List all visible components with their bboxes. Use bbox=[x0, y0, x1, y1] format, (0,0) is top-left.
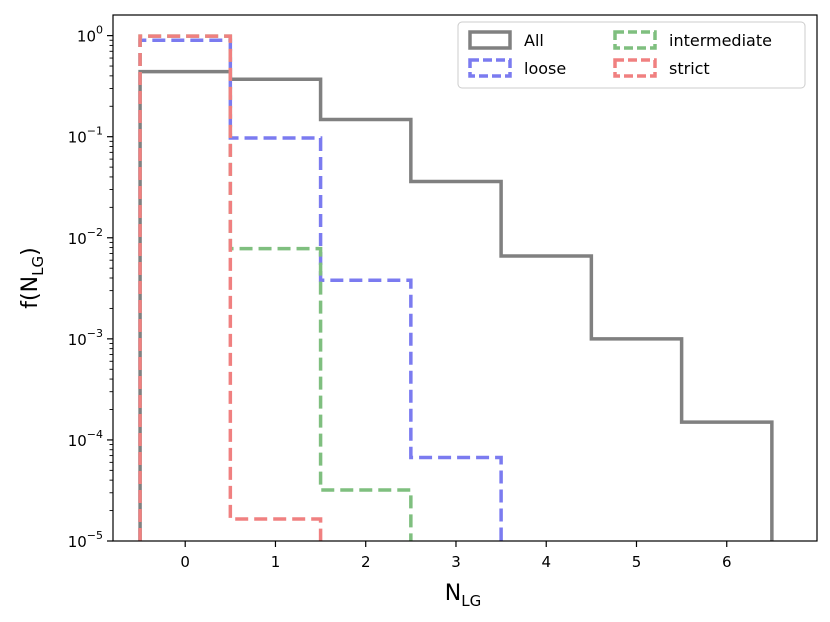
x-tick-label: 0 bbox=[180, 553, 190, 571]
x-tick-label: 5 bbox=[632, 553, 642, 571]
x-axis-label: NLG bbox=[445, 581, 481, 610]
y-tick-label: 100 bbox=[77, 24, 103, 46]
legend-swatch-intermediate bbox=[613, 30, 657, 50]
y-tick-label: 10−5 bbox=[68, 529, 103, 551]
x-tick-label: 6 bbox=[722, 553, 732, 571]
legend-label-strict: strict bbox=[669, 59, 710, 78]
y-axis-label: f(NLG) bbox=[18, 247, 47, 308]
legend-swatch-strict bbox=[613, 58, 657, 78]
y-tick-label: 10−1 bbox=[68, 125, 103, 147]
x-tick-label: 1 bbox=[271, 553, 281, 571]
y-axis: 100 10−1 10−2 10−3 10−4 10−5 bbox=[68, 24, 113, 551]
legend-swatch-loose bbox=[468, 58, 512, 78]
y-tick-label: 10−2 bbox=[68, 226, 103, 248]
x-axis: 0 1 2 3 4 5 6 bbox=[180, 541, 732, 571]
legend-frame bbox=[457, 21, 806, 89]
series-strict-outline bbox=[138, 34, 323, 541]
legend-label-loose: loose bbox=[524, 59, 566, 78]
legend-label-intermediate: intermediate bbox=[669, 31, 772, 50]
plot-frame bbox=[112, 14, 818, 542]
x-tick-label: 2 bbox=[361, 553, 371, 571]
series-intermediate-outline bbox=[138, 34, 413, 541]
x-tick-label: 4 bbox=[541, 553, 551, 571]
y-tick-label: 10−4 bbox=[68, 428, 103, 450]
series-All-outline bbox=[138, 69, 774, 541]
series-layer bbox=[138, 34, 774, 541]
legend-swatch-All bbox=[468, 30, 512, 50]
y-tick-label: 10−3 bbox=[68, 327, 103, 349]
legend-label-All: All bbox=[524, 31, 544, 50]
x-tick-label: 3 bbox=[451, 553, 461, 571]
legend: All loose intermediate strict bbox=[457, 21, 806, 89]
